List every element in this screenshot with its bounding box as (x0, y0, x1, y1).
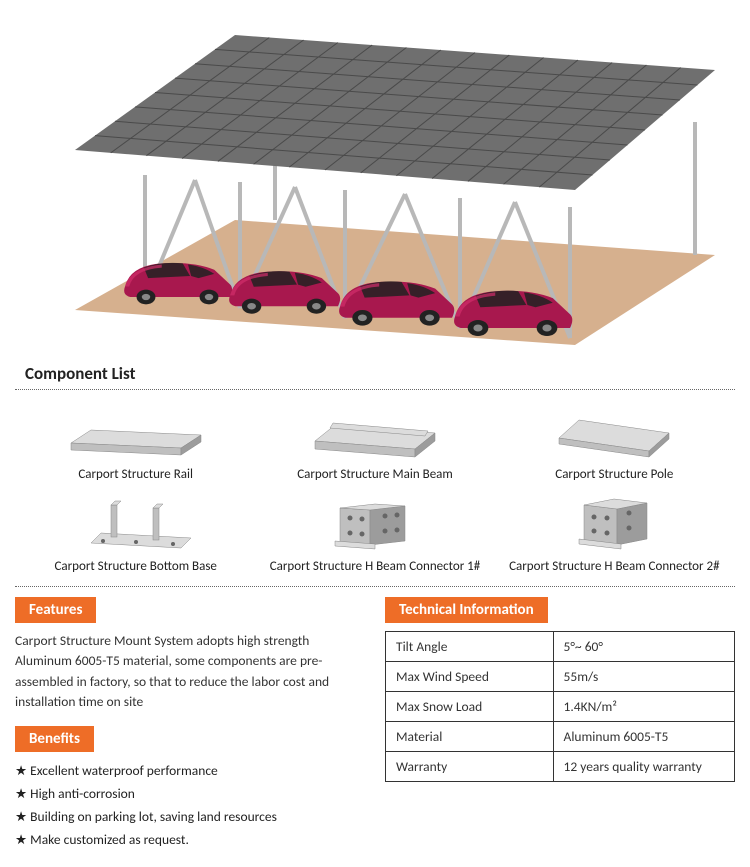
features-heading: Features (15, 597, 96, 623)
component-image-rail (20, 398, 251, 463)
component-item: Carport Structure Rail (20, 398, 251, 482)
component-item: Carport Structure H Beam Connector 1# (259, 490, 490, 574)
solar-roof (75, 35, 715, 190)
benefits-heading: Benefits (15, 726, 94, 752)
benefit-item: Excellent waterproof performance (15, 760, 365, 783)
component-label: Carport Structure H Beam Connector 2# (499, 559, 730, 574)
component-label: Carport Structure Main Beam (259, 467, 490, 482)
techinfo-key: Warranty (386, 752, 554, 782)
techinfo-val: 5°~ 60° (553, 632, 734, 662)
benefit-item: Make customized as request. (15, 829, 365, 852)
techinfo-key: Max Wind Speed (386, 662, 554, 692)
table-row: Max Wind Speed55m/s (386, 662, 735, 692)
component-image-pole (499, 398, 730, 463)
techinfo-heading: Technical Information (385, 597, 548, 623)
component-label: Carport Structure Pole (499, 467, 730, 482)
component-item: Carport Structure Pole (499, 398, 730, 482)
dotted-separator (15, 586, 735, 587)
techinfo-val: 1.4KN/m² (553, 692, 734, 722)
component-label: Carport Structure H Beam Connector 1# (259, 559, 490, 574)
techinfo-table: Tilt Angle5°~ 60° Max Wind Speed55m/s Ma… (385, 631, 735, 782)
right-column: Technical Information Tilt Angle5°~ 60° … (385, 597, 735, 852)
component-item: Carport Structure Main Beam (259, 398, 490, 482)
component-image-h-connector-2 (499, 490, 730, 555)
techinfo-val: 55m/s (553, 662, 734, 692)
component-image-h-connector-1 (259, 490, 490, 555)
benefit-item: High anti-corrosion (15, 783, 365, 806)
component-image-main-beam (259, 398, 490, 463)
table-row: Warranty12 years quality warranty (386, 752, 735, 782)
component-grid: Carport Structure Rail Carport Structure… (0, 398, 750, 582)
component-image-bottom-base (20, 490, 251, 555)
component-item: Carport Structure H Beam Connector 2# (499, 490, 730, 574)
table-row: Max Snow Load1.4KN/m² (386, 692, 735, 722)
techinfo-val: 12 years quality warranty (553, 752, 734, 782)
table-row: MaterialAluminum 6005-T5 (386, 722, 735, 752)
component-item: Carport Structure Bottom Base (20, 490, 251, 574)
component-label: Carport Structure Bottom Base (20, 559, 251, 574)
table-row: Tilt Angle5°~ 60° (386, 632, 735, 662)
lower-columns: Features Carport Structure Mount System … (0, 597, 750, 867)
hero-carport-render (0, 0, 750, 360)
techinfo-key: Tilt Angle (386, 632, 554, 662)
hero-svg (15, 10, 735, 350)
component-list-heading: Component List (15, 360, 735, 390)
benefits-list: Excellent waterproof performance High an… (15, 760, 365, 852)
left-column: Features Carport Structure Mount System … (15, 597, 365, 852)
techinfo-key: Material (386, 722, 554, 752)
techinfo-val: Aluminum 6005-T5 (553, 722, 734, 752)
component-label: Carport Structure Rail (20, 467, 251, 482)
features-text: Carport Structure Mount System adopts hi… (15, 631, 365, 712)
benefit-item: Building on parking lot, saving land res… (15, 806, 365, 829)
techinfo-key: Max Snow Load (386, 692, 554, 722)
